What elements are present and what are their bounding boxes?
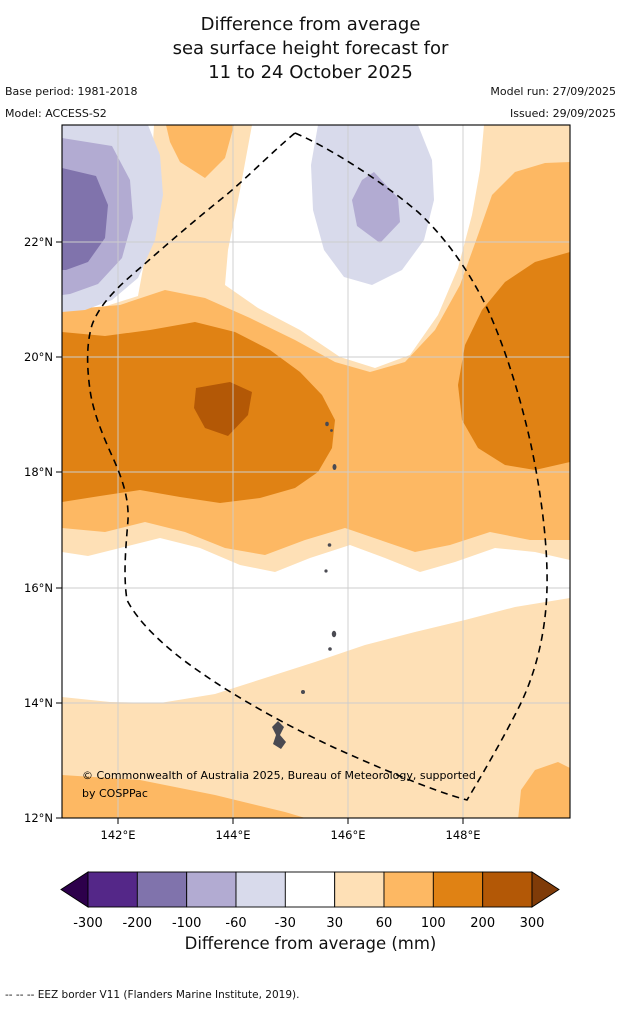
island (324, 569, 328, 573)
gridlines (62, 125, 570, 818)
map-figure: © Commonwealth of Australia 2025, Bureau… (24, 124, 571, 931)
lon-tick-label: 148°E (446, 828, 481, 842)
colorbar-segment (87, 871, 138, 908)
islands-land (272, 421, 337, 749)
contour-core-200-300 (194, 382, 252, 436)
lat-tick-label: 20°N (24, 350, 53, 364)
contour-east-100-200 (458, 252, 570, 470)
colorbar-segment (334, 871, 385, 908)
colorbar-tick: 30 (326, 916, 343, 931)
colorbar (60, 871, 560, 908)
colorbar-tick: 200 (470, 916, 495, 931)
eez-legend-note: -- -- -- EEZ border V11 (Flanders Marine… (5, 989, 300, 1001)
title-line-3: 11 to 24 October 2025 (208, 62, 413, 83)
issued-text: Issued: 29/09/2025 (509, 107, 616, 120)
colorbar-tick: 100 (421, 916, 446, 931)
model-text: Model: ACCESS-S2 (5, 107, 107, 120)
contour-bottom-60-100 (62, 775, 306, 818)
colorbar-segment (482, 871, 533, 908)
lat-tick-label: 16°N (24, 581, 53, 595)
model-run-text: Model run: 27/09/2025 (490, 85, 616, 98)
colorbar-segment (186, 871, 237, 908)
lat-tick-label: 22°N (24, 235, 53, 249)
contour-nc-light-purple-core (352, 172, 400, 243)
copyright-line-1: © Commonwealth of Australia 2025, Bureau… (82, 769, 476, 782)
copyright-line-2: by COSPPac (82, 787, 148, 800)
contour-top-wedge-60-100 (166, 125, 234, 178)
contour-lower-30-60 (62, 598, 570, 818)
colorbar-tick-labels: -300 -200 -100 -60 -30 30 60 100 200 300 (73, 916, 544, 931)
title-line-1: Difference from average (200, 14, 421, 35)
colorbar-left-arrow (60, 871, 89, 908)
island (328, 647, 332, 651)
colorbar-segment (432, 871, 484, 908)
lon-tick-label: 144°E (216, 828, 251, 842)
lat-tick-label: 18°N (24, 465, 53, 479)
island (331, 630, 337, 638)
island (332, 464, 337, 470)
colorbar-tick: -60 (225, 916, 246, 931)
colorbar-axis-label: Difference from average (mm) (184, 934, 437, 953)
lon-tick-label: 146°E (331, 828, 366, 842)
island (327, 543, 332, 547)
colorbar-tick: -100 (172, 916, 202, 931)
colorbar-segment (235, 871, 286, 908)
contour-bottom-right-60-100 (518, 762, 570, 818)
contour-field (62, 125, 570, 818)
island (301, 690, 305, 694)
lon-tick-label: 142°E (101, 828, 136, 842)
base-period-text: Base period: 1981-2018 (5, 85, 138, 98)
lon-axis-labels: 142°E 144°E 146°E 148°E (101, 828, 481, 842)
colorbar-tick: -200 (123, 916, 153, 931)
colorbar-tick: 60 (376, 916, 393, 931)
lat-axis-labels: 22°N 20°N 18°N 16°N 14°N 12°N (24, 235, 53, 825)
page-title: Difference from average sea surface heig… (0, 13, 621, 85)
island-guam (272, 721, 286, 749)
island (325, 421, 329, 427)
eez-border-line (86, 132, 548, 801)
colorbar-segment (284, 871, 336, 908)
colorbar-segment (383, 871, 434, 908)
colorbar-tick: -30 (275, 916, 296, 931)
colorbar-tick: 300 (520, 916, 545, 931)
island (330, 429, 333, 432)
colorbar-right-arrow (531, 871, 560, 908)
colorbar-tick: -300 (73, 916, 103, 931)
title-line-2: sea surface height forecast for (172, 38, 449, 59)
lat-tick-label: 14°N (24, 696, 53, 710)
colorbar-segment (136, 871, 188, 908)
contour-nw-purple-core (62, 168, 108, 270)
lat-tick-label: 12°N (24, 811, 53, 825)
axis-ticks (56, 241, 464, 824)
